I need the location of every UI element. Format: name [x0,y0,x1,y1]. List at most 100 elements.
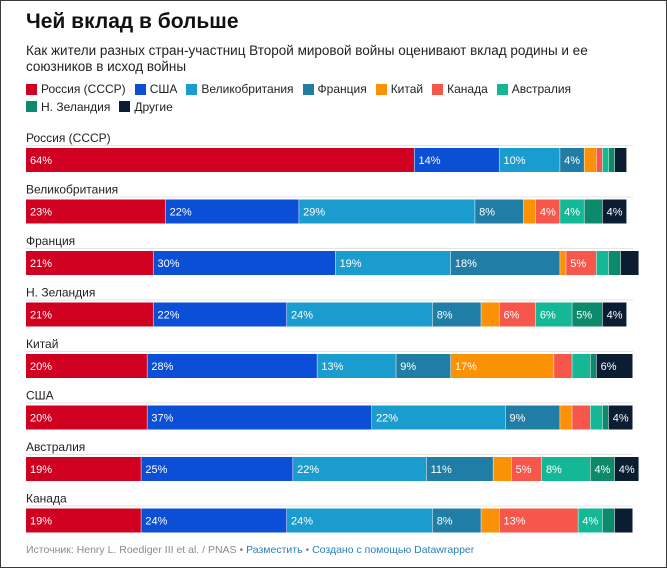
bar-segment [572,302,603,327]
bar-segment [26,457,141,481]
data-label: 4% [582,516,598,528]
bar-segment [511,457,542,481]
legend-swatch [302,83,314,95]
legend-swatch [134,83,146,95]
bar-segment [590,405,603,430]
row-label: Австралия [26,440,85,454]
legend-item: Китай [375,81,424,97]
data-label: 4% [564,155,580,167]
source-note: Источник: Henry L. Roediger III et al. /… [26,544,237,556]
data-label: 37% [151,413,173,425]
legend-label: Канада [447,82,488,96]
data-label: 11% [431,464,452,476]
data-label: 24% [291,310,313,322]
legend-label: Россия (СССР) [41,82,126,96]
data-label: 8% [546,464,562,476]
bar-segment [481,508,499,533]
bar-segment [602,302,627,327]
legend-item: Великобритания [186,81,294,97]
bar-segment [481,302,499,327]
bar-segment [335,251,451,275]
bar-segment [614,508,633,533]
data-label: 13% [503,516,525,528]
chart-legend: Россия (СССР) США Великобритания Франция Кит… [26,81,646,116]
data-label: 22% [170,207,192,219]
data-label: 28% [151,361,173,373]
data-label: 8% [437,310,453,322]
data-label: 4% [607,207,623,219]
bar-segment [560,148,584,172]
legend-item: Другие [119,99,173,115]
bar-segment [602,199,627,224]
row-label: Н. Зеландия [26,286,95,300]
bar-segment [584,199,603,224]
data-label: 18% [455,258,477,270]
bar-segment [432,302,481,327]
row-label: Россия (СССР) [26,131,111,145]
data-label: 4% [619,464,635,476]
bar-segment [566,251,597,275]
row-label: Франция [26,234,75,248]
data-label: 5% [570,258,586,270]
bar-segment [499,148,560,172]
legend-swatch [186,83,198,95]
bar-segment [505,405,560,430]
bar-segment [541,457,591,481]
bar-segment [317,354,396,378]
bar-segment [602,148,609,172]
bar-segment [26,508,141,533]
chart-footer: Источник: Henry L. Roediger III et al. /… [26,544,474,556]
data-label: 9% [400,361,416,373]
footer-separator: • [236,544,247,556]
bar-segment [499,508,578,533]
bar-segment [590,457,615,481]
data-label: 22% [376,413,398,425]
bar-segment [499,302,536,327]
legend-item: США [134,81,177,97]
data-label: 24% [291,516,313,528]
data-label: 25% [145,464,167,476]
data-label: 24% [145,516,167,528]
data-label: 13% [321,361,343,373]
bar-segment [153,251,336,275]
data-label: 19% [340,258,362,270]
data-label: 4% [607,310,623,322]
bar-segment [26,405,147,430]
data-label: 6% [540,310,556,322]
bar-segment [602,405,609,430]
data-label: 6% [503,310,519,322]
bar-segment [26,199,166,224]
bar-segment [371,405,506,430]
row-label: Китай [26,337,58,351]
bar-segment [560,405,572,430]
bar-segment [535,302,572,327]
bar-segment [560,251,566,275]
legend-swatch [119,101,131,112]
bar-segment [147,354,317,378]
data-label: 20% [30,413,52,425]
data-label: 64% [30,155,52,167]
datawrapper-link[interactable]: Создано с помощью Datawrapper [312,544,475,556]
share-link[interactable]: Разместить [246,544,303,556]
data-label: 4% [540,207,556,219]
data-label: 4% [564,207,580,219]
data-label: 21% [30,258,52,270]
bar-segment [414,148,499,172]
legend-label: Китай [390,82,424,96]
legend-item: Н. Зеландия [26,99,110,115]
legend-label: Австралия [511,82,572,96]
legend-label: Н. Зеландия [41,99,111,114]
bar-segment [147,405,372,430]
data-label: 19% [30,464,52,476]
bar-segment [26,302,153,327]
legend-item: Канада [432,81,488,97]
data-label: 5% [516,464,532,476]
bar-segment [493,457,512,481]
bar-segment [614,148,627,172]
bar-segment [596,354,633,378]
legend-swatch [375,83,387,95]
row-label: Канада [26,492,67,506]
data-label: 14% [418,155,440,167]
legend-item: Франция [302,81,367,97]
bar-segment [475,199,524,224]
